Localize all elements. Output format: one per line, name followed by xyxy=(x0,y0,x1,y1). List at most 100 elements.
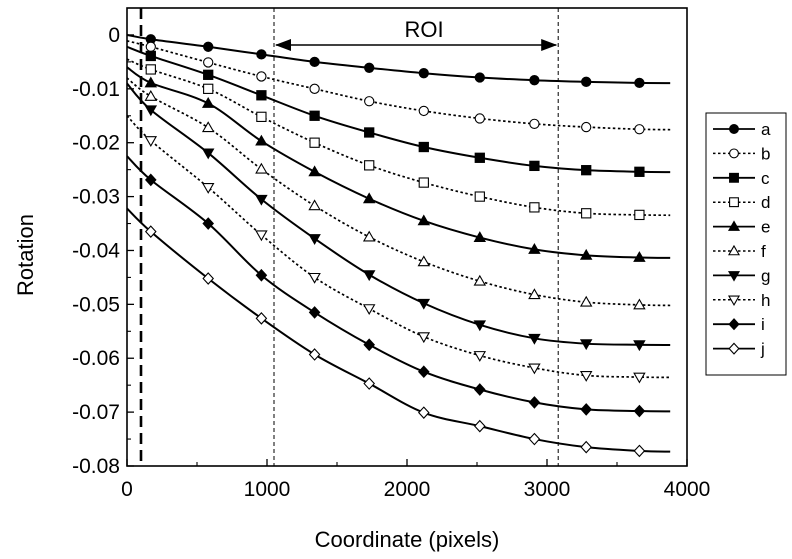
data-point-circle xyxy=(145,41,156,52)
data-point-square xyxy=(729,172,739,183)
series-g xyxy=(126,82,671,352)
y-tick-label: -0.08 xyxy=(72,455,120,478)
data-point-square xyxy=(203,83,214,94)
legend-label-b: b xyxy=(761,144,770,163)
data-point-square xyxy=(203,69,214,80)
x-tick-label: 0 xyxy=(121,478,133,501)
data-point-diamond xyxy=(528,432,541,446)
roi-arrowhead-right xyxy=(541,39,558,51)
legend-label-j: j xyxy=(760,340,765,359)
legend-label-d: d xyxy=(761,193,770,212)
data-point-triangle-up xyxy=(417,255,431,267)
data-point-circle xyxy=(256,49,267,60)
data-point-square xyxy=(256,111,267,122)
data-point-triangle-down xyxy=(473,351,487,362)
series-j xyxy=(126,207,671,458)
data-point-triangle-down xyxy=(727,295,741,306)
data-point-triangle-down xyxy=(144,136,158,147)
data-point-circle xyxy=(581,121,592,133)
data-point-diamond xyxy=(363,377,376,390)
data-point-square xyxy=(729,197,739,208)
y-tick-label: -0.04 xyxy=(72,239,120,262)
data-point-triangle-up xyxy=(473,231,487,242)
data-point-circle xyxy=(729,148,739,159)
series-b xyxy=(126,40,671,135)
x-tick-label: 4000 xyxy=(664,478,711,501)
data-point-square xyxy=(309,137,320,148)
data-point-triangle-up xyxy=(473,274,487,286)
legend-label-c: c xyxy=(761,169,770,188)
data-point-square xyxy=(474,152,485,163)
data-point-diamond xyxy=(308,348,321,361)
data-point-diamond xyxy=(580,440,593,454)
data-point-triangle-up xyxy=(255,134,268,146)
data-point-diamond xyxy=(633,404,646,418)
y-tick-label: -0.01 xyxy=(72,78,120,101)
data-point-triangle-down xyxy=(727,271,741,282)
data-point-triangle-down xyxy=(473,320,487,332)
data-point-square xyxy=(634,209,645,221)
data-point-triangle-up xyxy=(308,165,321,177)
data-point-triangle-up xyxy=(633,251,646,262)
series-line-b xyxy=(126,40,671,131)
data-point-triangle-up xyxy=(633,298,646,310)
data-point-diamond xyxy=(202,272,215,285)
data-point-circle xyxy=(364,62,375,73)
data-point-circle xyxy=(418,68,429,79)
series-c xyxy=(126,45,671,177)
data-point-circle xyxy=(474,113,485,124)
y-tick-label: 0 xyxy=(108,24,120,47)
data-point-triangle-down xyxy=(579,339,593,351)
data-point-circle xyxy=(309,56,320,68)
data-point-circle xyxy=(309,83,320,94)
data-point-square xyxy=(581,208,592,219)
legend-label-i: i xyxy=(761,315,765,334)
data-point-triangle-up xyxy=(144,89,158,101)
series-i xyxy=(126,155,671,418)
data-point-circle xyxy=(256,71,267,82)
data-point-triangle-down xyxy=(308,234,321,246)
data-point-triangle-down xyxy=(144,105,158,117)
data-point-triangle-up xyxy=(417,214,431,226)
data-point-circle xyxy=(581,76,592,87)
data-point-triangle-down xyxy=(633,372,646,384)
data-point-triangle-up xyxy=(255,162,268,174)
roi-label: ROI xyxy=(405,17,444,42)
series-line-f xyxy=(126,77,671,307)
data-point-diamond xyxy=(144,173,157,187)
data-point-diamond xyxy=(363,338,376,352)
y-tick-label: -0.03 xyxy=(72,186,120,209)
x-tick-label: 3000 xyxy=(524,478,571,501)
data-point-triangle-down xyxy=(417,332,431,344)
data-point-triangle-up xyxy=(579,248,593,260)
y-tick-label: -0.06 xyxy=(72,347,120,370)
data-point-triangle-up xyxy=(362,192,376,204)
legend-box xyxy=(705,112,787,376)
series-f xyxy=(126,77,671,310)
data-point-square xyxy=(145,50,156,62)
series-e xyxy=(126,66,671,262)
data-point-diamond xyxy=(417,365,430,379)
data-point-diamond xyxy=(255,312,268,325)
reference-lines: ROI xyxy=(139,8,559,466)
data-point-square xyxy=(634,166,645,177)
data-point-diamond xyxy=(255,268,268,282)
y-axis-title: Rotation xyxy=(13,214,38,296)
data-point-square xyxy=(529,202,540,213)
data-point-triangle-up xyxy=(362,230,376,242)
data-point-square xyxy=(145,64,156,75)
data-point-diamond xyxy=(308,306,321,319)
data-point-triangle-down xyxy=(255,230,268,242)
data-point-square xyxy=(364,160,375,171)
data-point-triangle-down xyxy=(417,298,431,310)
data-point-diamond xyxy=(202,217,215,230)
axis-ticks: 0 1000 2000 3000 4000 0 -0.01 -0.02 -0.03 -0.04 -0… xyxy=(72,24,710,501)
data-point-triangle-down xyxy=(308,272,321,284)
legend-label-f: f xyxy=(761,242,766,261)
legend-label-e: e xyxy=(761,218,770,237)
data-point-diamond xyxy=(728,342,740,355)
data-point-triangle-up xyxy=(308,199,321,211)
data-point-triangle-down xyxy=(362,304,376,316)
series-line-j xyxy=(126,207,671,453)
